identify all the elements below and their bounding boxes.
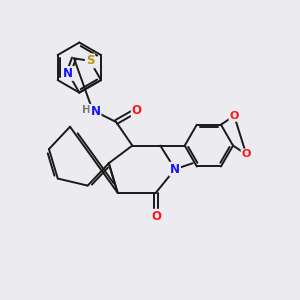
Text: O: O	[151, 210, 161, 223]
Text: N: N	[63, 67, 73, 80]
Text: N: N	[91, 105, 100, 118]
Text: H: H	[82, 105, 91, 115]
Text: O: O	[230, 111, 239, 121]
Text: S: S	[86, 54, 94, 68]
Text: N: N	[170, 163, 180, 176]
Text: O: O	[242, 149, 251, 159]
Text: O: O	[132, 104, 142, 117]
